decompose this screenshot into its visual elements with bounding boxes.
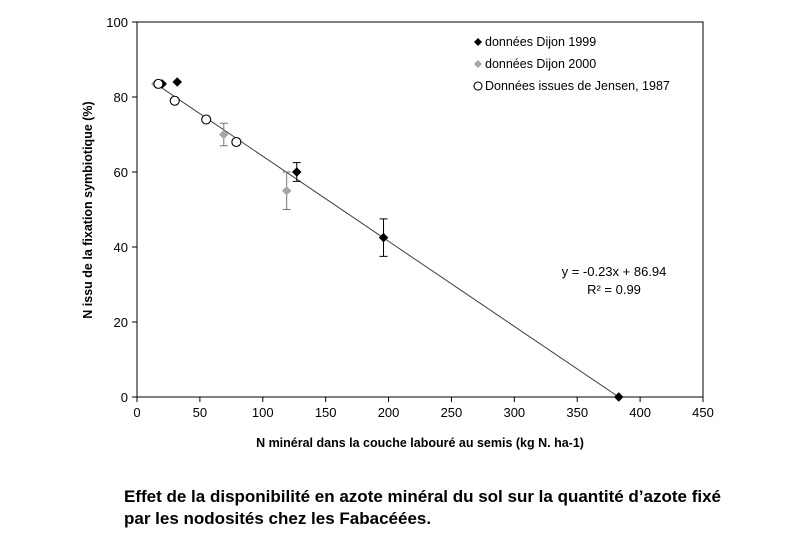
caption-line-1: Effet de la disponibilité en azote minér… <box>124 487 721 506</box>
plot-frame <box>136 21 704 398</box>
legend: données Dijon 1999 données Dijon 2000 Donn… <box>473 35 670 93</box>
legend-entry-label: Données issues de Jensen, 1987 <box>485 79 670 93</box>
x-tick-label: 350 <box>566 405 588 420</box>
x-axis-label: N minéral dans la couche labouré au semi… <box>256 436 584 450</box>
data-point-circle <box>231 136 242 148</box>
x-tick-label: 50 <box>193 405 207 420</box>
data-point-diamond <box>281 185 292 196</box>
data-point-diamond <box>172 77 183 87</box>
legend-marker-diamond <box>474 60 482 68</box>
y-tick-label: 20 <box>114 315 128 330</box>
x-tick-label: 200 <box>378 405 400 420</box>
y-tick-label: 0 <box>121 390 128 405</box>
data-point-circle <box>201 114 212 125</box>
x-tick-label: 300 <box>503 405 525 420</box>
x-tick-label: 400 <box>629 405 651 420</box>
legend-marker-circle <box>473 81 483 91</box>
r-squared-label: R² = 0.99 <box>587 282 641 297</box>
y-tick-label: 40 <box>114 240 128 255</box>
data-point-diamond <box>218 129 229 140</box>
legend-entry-label: données Dijon 2000 <box>485 57 596 71</box>
data-point-circle <box>169 95 180 106</box>
data-point-circle <box>153 78 164 89</box>
x-tick-label: 0 <box>133 405 140 420</box>
scatter-chart: 0 50 100 150 200 250 300 350 400 450020406080100 … <box>81 15 714 450</box>
legend-marker-diamond <box>474 38 482 46</box>
trendline-equation: y = -0.23x + 86.94 <box>562 264 667 279</box>
x-tick-label: 450 <box>692 405 714 420</box>
x-tick-label: 100 <box>252 405 274 420</box>
legend-entry-label: données Dijon 1999 <box>485 35 596 49</box>
x-tick-label: 150 <box>315 405 337 420</box>
y-tick-label: 80 <box>114 90 128 105</box>
figure-caption: Effet de la disponibilité en azote minér… <box>124 486 794 530</box>
data-point-diamond <box>378 232 389 243</box>
y-tick-label: 60 <box>114 165 128 180</box>
caption-line-2: par les nodosités chez les Fabacéées. <box>124 509 432 528</box>
y-axis-label: N issu de la fixation symbiotique (%) <box>81 101 95 318</box>
data-point-diamond <box>291 167 302 177</box>
y-tick-label: 100 <box>106 15 128 30</box>
x-tick-label: 250 <box>441 405 463 420</box>
